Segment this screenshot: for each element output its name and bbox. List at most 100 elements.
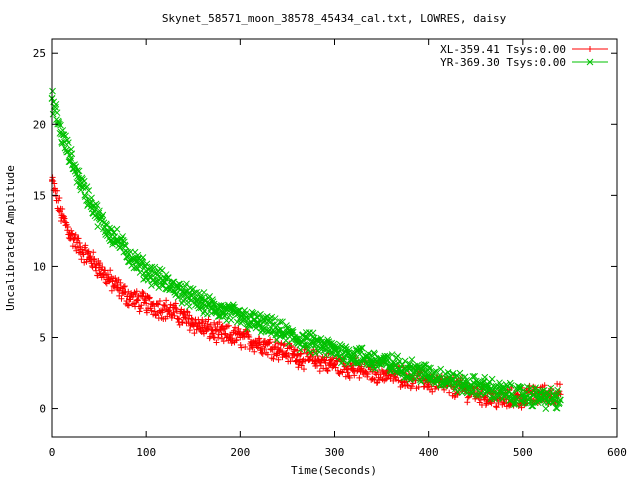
sample-point (218, 302, 225, 309)
sample-point (298, 362, 305, 369)
sample-point (134, 297, 141, 304)
sample-point (351, 372, 358, 379)
x-tick-label: 0 (49, 446, 56, 459)
sample-point (421, 383, 428, 390)
sample-point (380, 354, 388, 362)
y-axis-label: Uncalibrated Amplitude (4, 165, 17, 311)
sample-point (444, 369, 452, 376)
sample-point (85, 248, 92, 255)
sample-point (464, 394, 471, 401)
sample-point (49, 174, 56, 181)
sample-point (554, 389, 562, 397)
sample-point (137, 305, 144, 312)
legend-marker (587, 46, 593, 52)
sample-point (332, 364, 339, 371)
sample-point (215, 331, 222, 338)
sample-point (452, 385, 459, 393)
sample-point (384, 353, 392, 360)
chart-title: Skynet_58571_moon_38578_45434_cal.txt, L… (162, 12, 507, 25)
x-tick-label: 500 (513, 446, 533, 459)
sample-point (93, 202, 101, 209)
sample-point (96, 207, 103, 215)
sample-point (408, 356, 416, 364)
sample-point (256, 335, 263, 342)
sample-point (342, 373, 349, 380)
y-tick-label: 25 (33, 47, 46, 60)
sample-point (508, 390, 516, 398)
sample-point (74, 167, 81, 174)
sample-point (411, 375, 419, 382)
sample-point (510, 401, 518, 408)
sample-point (246, 333, 253, 340)
sample-point (65, 139, 72, 147)
sample-point (363, 369, 370, 376)
sample-point (233, 336, 240, 343)
x-tick-label: 300 (325, 446, 345, 459)
sample-point (396, 357, 403, 365)
sample-point (317, 359, 324, 366)
sample-point (115, 276, 122, 283)
sample-point (370, 349, 378, 357)
sample-point (90, 256, 97, 263)
sample-point (324, 367, 331, 374)
sample-point (395, 377, 402, 384)
sample-point (388, 351, 396, 358)
sample-point (161, 302, 168, 309)
sample-point (251, 348, 258, 355)
sample-point (553, 404, 561, 412)
sample-point (61, 144, 69, 152)
sample-point (117, 279, 124, 286)
sample-point (500, 384, 507, 392)
sample-point (302, 341, 310, 349)
sample-point (49, 110, 57, 118)
sample-point (54, 187, 61, 194)
sample-point (349, 353, 357, 360)
sample-point (229, 335, 236, 342)
sample-point (113, 225, 121, 233)
sample-point (99, 211, 107, 219)
sample-point (515, 385, 523, 393)
axes: 0 100 200 300 400 500 600 0 5 10 15 20 25 (33, 39, 627, 459)
sample-point (316, 368, 323, 375)
x-axis-label: Time(Seconds) (291, 464, 377, 477)
sample-point (148, 263, 156, 271)
sample-point (191, 330, 198, 337)
sample-point (96, 270, 103, 277)
y-tick-label: 20 (33, 118, 46, 131)
sample-point (265, 340, 272, 347)
sample-point (517, 384, 525, 392)
sample-point (319, 353, 326, 360)
sample-point (431, 368, 438, 376)
sample-point (512, 400, 520, 408)
sample-point (207, 321, 214, 328)
sample-point (60, 131, 68, 139)
sample-point (255, 342, 262, 349)
sample-point (53, 109, 61, 117)
sample-point (464, 399, 471, 406)
sample-point (84, 249, 91, 256)
sample-point (223, 323, 230, 330)
sample-point (169, 278, 177, 286)
sample-point (120, 283, 127, 290)
sample-point (118, 295, 125, 302)
sample-point (73, 239, 80, 246)
sample-point (136, 308, 143, 315)
sample-point (64, 148, 72, 156)
sample-point (268, 313, 276, 321)
sample-point (235, 307, 243, 315)
sample-point (154, 300, 161, 307)
sample-point (457, 384, 465, 392)
sample-point (556, 396, 564, 404)
sample-point (104, 271, 111, 278)
sample-point (358, 344, 366, 352)
sample-point (172, 300, 179, 307)
sample-point (92, 264, 99, 271)
sample-point (471, 372, 478, 380)
sample-point (174, 293, 182, 301)
sample-point (71, 161, 78, 168)
sample-point (69, 231, 76, 238)
sample-point (215, 334, 222, 341)
sample-point (300, 366, 307, 373)
sample-point (152, 278, 159, 285)
legend-label: XL-359.41 Tsys:0.00 (440, 43, 566, 56)
